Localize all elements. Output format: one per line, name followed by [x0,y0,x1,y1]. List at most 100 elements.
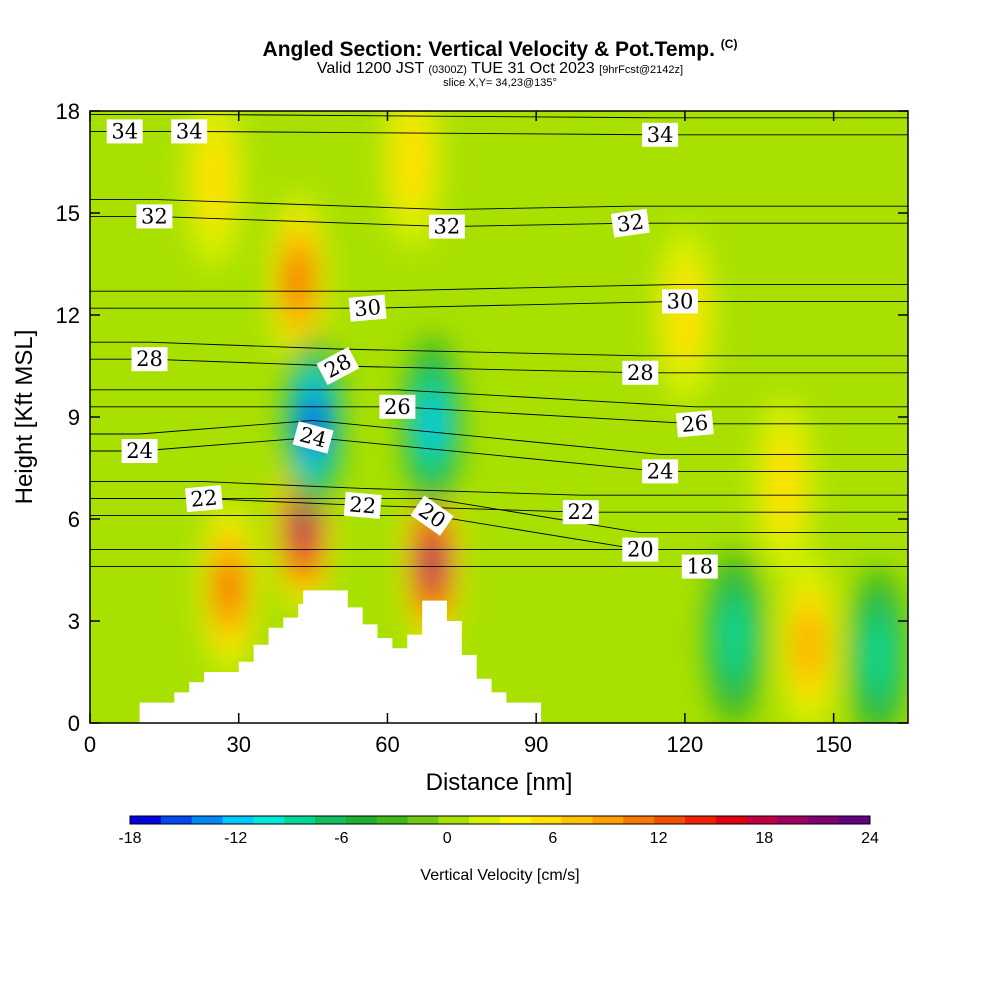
colorbar-swatch [345,816,378,824]
theta-label-text: 30 [667,289,694,313]
isentrope-26 [90,389,908,408]
colorbar-swatch [284,816,316,824]
colorbar-tick-label: -6 [334,830,348,847]
theta-label: 32 [610,208,650,238]
chart-title: Angled Section: Vertical Velocity & Pot.… [262,37,738,61]
x-tick-label: 60 [375,732,399,757]
isentrope-32 [90,198,908,211]
theta-label-text: 18 [686,555,713,579]
theta-label: 22 [343,491,382,519]
theta-label: 26 [675,410,714,438]
colorbar-tick-label: 0 [443,830,452,847]
colorbar-swatch [222,816,254,824]
theta-label-box [348,294,387,322]
isentrope-20 [90,515,908,551]
theta-label-text: 30 [353,295,382,321]
theta-label: 34 [642,122,679,147]
colorbar-swatch [715,816,748,824]
theta-label: 34 [106,119,143,144]
colorbar-swatch [253,816,285,824]
theta-label: 24 [642,459,679,484]
isentrope-30 [90,300,908,309]
x-tick-label: 150 [815,732,852,757]
colorbar-swatch [438,816,470,824]
theta-label: 20 [622,537,659,562]
colorbar-tick-label: -18 [118,830,141,847]
colorbar-label: Vertical Velocity [cm/s] [420,867,579,884]
colorbar-swatch [808,816,840,824]
isentrope-28 [90,341,908,357]
colorbar-swatch [130,816,162,824]
colorbar-swatch [191,816,223,824]
y-tick-label: 0 [68,711,80,736]
theta-label-box [121,439,158,463]
theta-label-box [622,360,659,385]
theta-label-box [642,122,679,147]
theta-label-text: 32 [615,209,645,236]
theta-label: 30 [662,289,698,314]
velocity-feature-8 [779,556,839,723]
theta-label-text: 22 [190,485,219,511]
theta-label-box [171,119,208,144]
velocity-level [293,508,314,544]
colorbar-swatch [685,816,717,824]
theta-label: 34 [171,119,208,144]
isentrope-34 [90,113,908,119]
theta-label-box [562,500,599,525]
theta-label-text: 26 [384,395,411,419]
theta-label-box [410,495,454,536]
colorbar-swatch [777,816,809,824]
theta-label: 22 [185,485,223,513]
x-tick-label: 120 [667,732,704,757]
velocity-level [766,431,802,539]
y-tick-label: 18 [56,99,80,124]
velocity-level [288,251,309,311]
colorbar-swatch [469,816,501,824]
y-tick-label: 12 [56,303,80,328]
theta-label-box [681,554,718,579]
theta-label: 24 [121,439,158,463]
theta-label-text: 32 [141,204,168,228]
theta-label-box [292,421,334,454]
velocity-feature-9 [754,396,814,574]
colorbar-swatch [530,816,563,824]
theta-label: 24 [292,421,334,454]
theta-label-box [131,347,168,372]
theta-label: 18 [681,554,718,579]
theta-label-box [136,204,173,229]
theta-label-box [610,208,650,238]
colorbar-tick-label: 12 [650,830,668,847]
colorbar-tick-label: 6 [548,830,557,847]
theta-label-text: 34 [647,123,674,147]
velocity-level [218,557,239,617]
colorbar-swatch [500,816,532,824]
theta-label-box [316,346,360,386]
colorbar-swatch [839,816,871,824]
velocity-feature-7 [848,566,908,723]
colorbar-swatch [315,816,347,824]
velocity-feature-12 [655,226,715,404]
theta-label-box [642,459,679,484]
colorbar-swatch [592,816,624,824]
velocity-level [196,125,232,233]
theta-label-box [185,485,223,513]
theta-label-text: 22 [348,492,377,518]
x-axis-label: Distance [nm] [426,769,573,796]
colorbar-swatch [407,816,439,824]
terrain-mask [90,590,908,723]
theta-label-text: 24 [647,459,674,483]
colorbar-tick-label: 18 [755,830,773,847]
chart-subtitle: Valid 1200 JST (0300Z) TUE 31 Oct 2023 [… [316,60,684,77]
theta-label-text: 24 [126,439,153,463]
theta-label-box [622,537,659,562]
theta-label-box [343,491,382,519]
colorbar-tick-label: -12 [224,830,247,847]
velocity-level [422,394,443,454]
theta-label: 32 [428,214,465,239]
velocity-feature-6 [704,549,765,723]
theta-label-box [428,214,465,239]
velocity-level [721,600,748,676]
y-tick-label: 6 [68,507,80,532]
velocity-feature-10 [382,111,442,251]
